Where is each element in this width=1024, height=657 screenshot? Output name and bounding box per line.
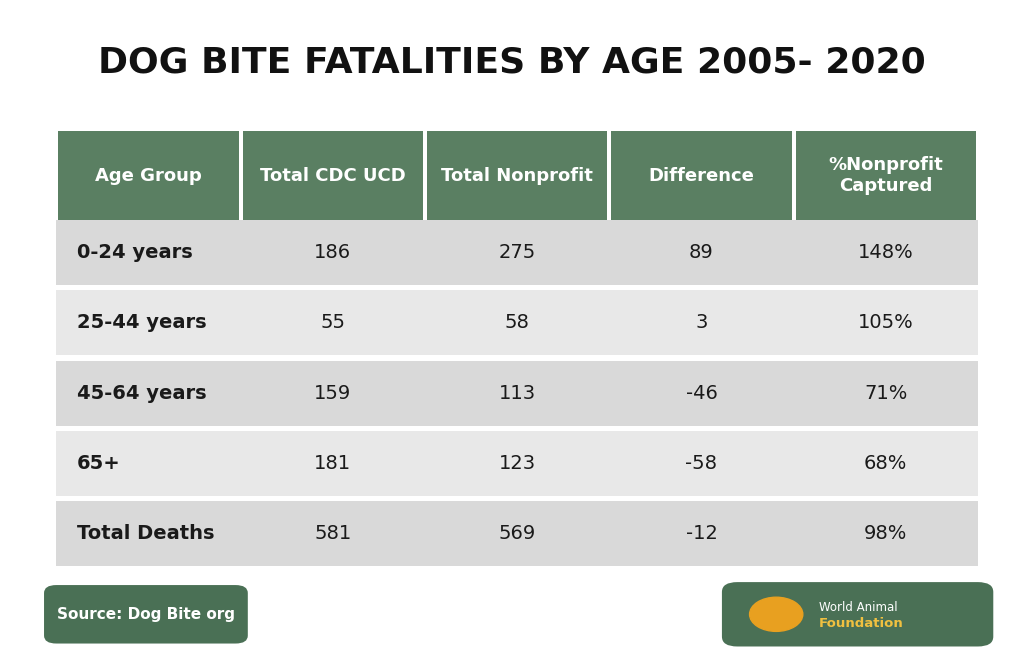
Circle shape [750,597,803,631]
Text: 68%: 68% [864,454,907,473]
Text: -46: -46 [685,384,718,403]
Text: Total CDC UCD: Total CDC UCD [260,167,406,185]
Text: Age Group: Age Group [95,167,202,185]
Bar [56,220,978,285]
Text: Total Deaths: Total Deaths [77,524,214,543]
Bar [56,290,978,355]
Bar [56,501,978,566]
Text: Source: Dog Bite org: Source: Dog Bite org [57,607,234,622]
Text: 148%: 148% [858,243,913,262]
Text: DOG BITE FATALITIES BY AGE 2005- 2020: DOG BITE FATALITIES BY AGE 2005- 2020 [98,46,926,80]
Text: 58: 58 [505,313,529,332]
Text: 113: 113 [499,384,536,403]
Text: World Animal: World Animal [819,601,898,614]
Text: 0-24 years: 0-24 years [77,243,193,262]
Text: 275: 275 [499,243,536,262]
Text: %Nonprofit
Captured: %Nonprofit Captured [828,156,943,195]
Text: 45-64 years: 45-64 years [77,384,207,403]
Bar [58,131,239,220]
Text: -12: -12 [685,524,718,543]
Bar [56,361,978,426]
Text: 89: 89 [689,243,714,262]
Text: Difference: Difference [648,167,755,185]
Text: 181: 181 [314,454,351,473]
Text: 581: 581 [314,524,351,543]
Text: 186: 186 [314,243,351,262]
Text: 65+: 65+ [77,454,121,473]
Text: 569: 569 [499,524,536,543]
Text: 3: 3 [695,313,708,332]
Text: Foundation: Foundation [819,617,904,630]
Text: 123: 123 [499,454,536,473]
Bar [243,131,423,220]
Bar [56,431,978,496]
Bar [796,131,976,220]
Text: 159: 159 [314,384,351,403]
Text: 105%: 105% [858,313,913,332]
Text: -58: -58 [685,454,718,473]
Text: 25-44 years: 25-44 years [77,313,207,332]
Text: 71%: 71% [864,384,907,403]
Bar [611,131,792,220]
Text: Total Nonprofit: Total Nonprofit [441,167,593,185]
Bar [427,131,607,220]
FancyBboxPatch shape [722,582,993,646]
Text: 55: 55 [321,313,345,332]
Text: 98%: 98% [864,524,907,543]
FancyBboxPatch shape [44,585,248,644]
